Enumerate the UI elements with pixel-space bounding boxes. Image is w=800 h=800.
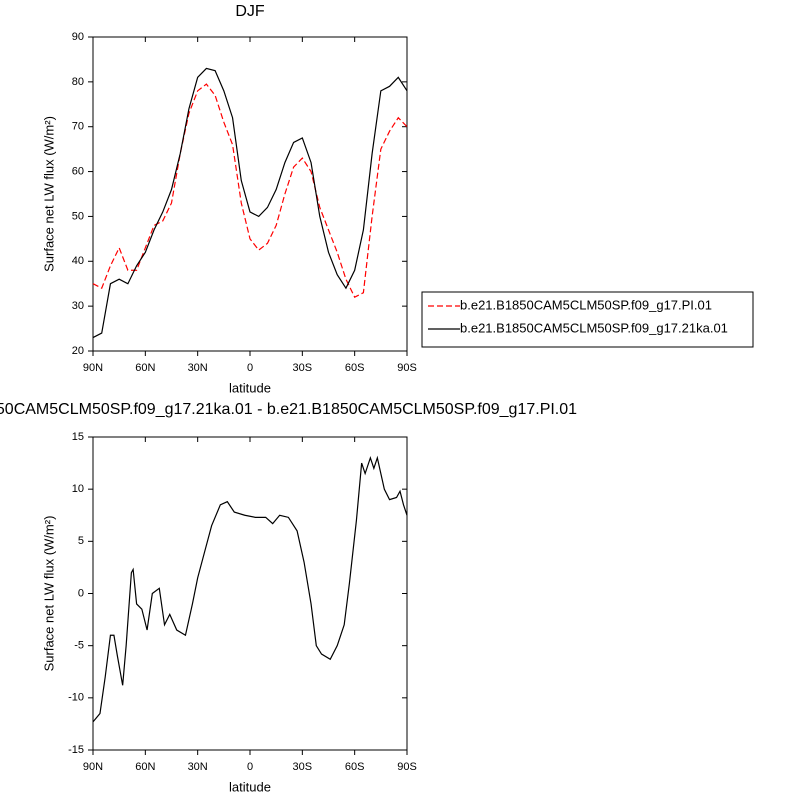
x-tick-label: 90S [397,362,417,374]
y-tick-label: -5 [74,640,84,652]
y-tick-label: 70 [72,121,84,133]
y-tick-label: 10 [72,483,84,495]
y-tick-label: 50 [72,210,84,222]
x-tick-label: 30S [293,761,313,773]
x-tick-label: 90N [83,362,103,374]
data-line [92,83,408,298]
x-tick-label: 60N [135,761,155,773]
x-tick-label: 30S [293,362,313,374]
y-tick-label: -10 [68,692,84,704]
y-axis-label: Surface net LW flux (W/m²) [41,116,56,272]
x-tick-label: 60S [345,362,365,374]
x-tick-label: 90N [83,761,103,773]
y-tick-label: 60 [72,165,84,177]
data-line [92,67,408,339]
chart-title: DJF [235,3,265,20]
y-tick-label: 80 [72,76,84,88]
y-tick-label: 90 [72,31,84,43]
y-tick-label: 5 [78,535,84,547]
plot-frame [92,36,408,352]
y-tick-label: -15 [68,744,84,756]
y-tick-label: 40 [72,255,84,267]
y-tick-label: 15 [72,431,84,443]
x-tick-label: 0 [247,362,253,374]
x-axis-label: latitude [229,380,271,395]
data-line [92,455,408,723]
x-tick-label: 60N [135,362,155,374]
x-tick-label: 60S [345,761,365,773]
x-tick-label: 30N [188,761,208,773]
legend-box [421,291,754,348]
legend-label: b.e21.B1850CAM5CLM50SP.f09_g17.21ka.01 [460,320,728,335]
y-tick-label: 30 [72,300,84,312]
y-axis-label: Surface net LW flux (W/m²) [41,516,56,672]
y-tick-label: 0 [78,587,84,599]
x-axis-label: latitude [229,779,271,794]
x-tick-label: 90S [397,761,417,773]
chart-title: b.e21.B1850CAM5CLM50SP.f09_g17.21ka.01 -… [0,401,577,418]
legend-label: b.e21.B1850CAM5CLM50SP.f09_g17.PI.01 [460,297,712,312]
x-tick-label: 30N [188,362,208,374]
y-tick-label: 20 [72,345,84,357]
x-tick-label: 0 [247,761,253,773]
